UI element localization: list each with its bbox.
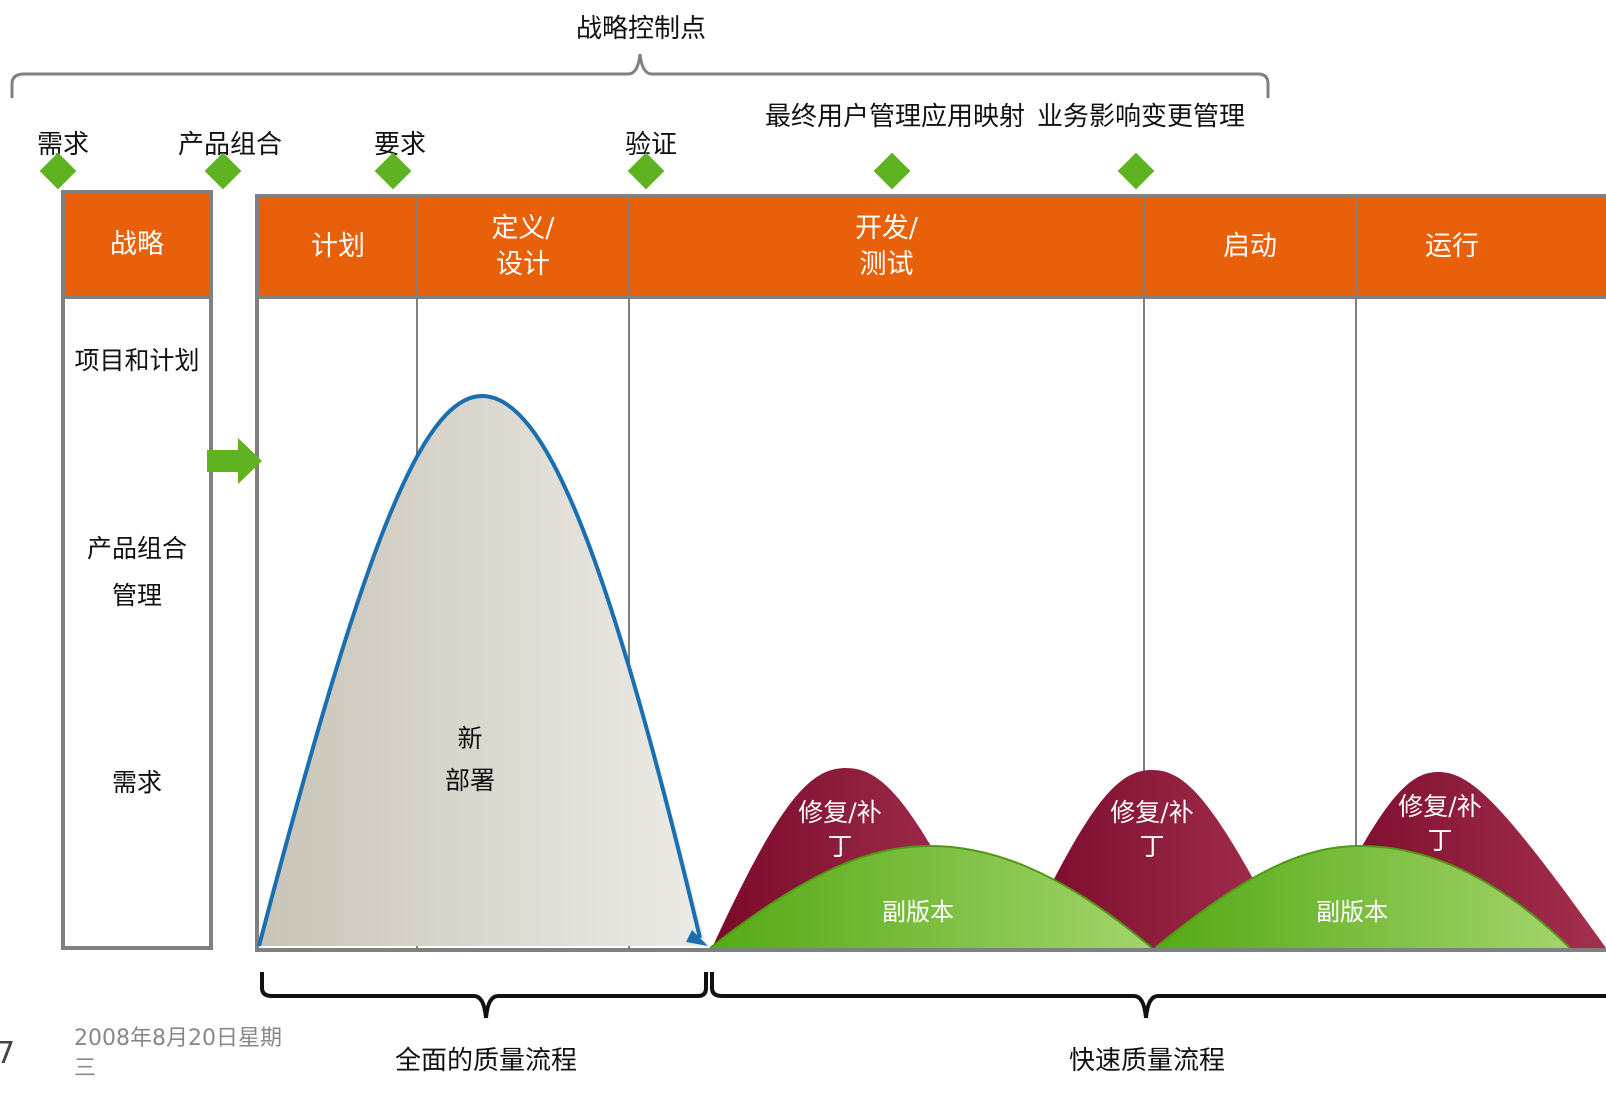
footer-page-number: 7 [0,1036,16,1071]
phase-header-define: 定义/设计 [417,198,629,296]
patch-label-line2: 丁 [1139,832,1165,861]
patch-label-line1: 修复/补 [1398,792,1482,821]
full-process-brace [260,972,708,1019]
milestone-label-verification: 验证 [624,130,678,160]
milestone-label-requirements: 需求 [36,130,90,160]
milestone-label-requirement: 要求 [373,130,427,160]
strategy-item-portfolio: 产品组合 [86,534,187,563]
new-deployment-line2: 部署 [444,766,496,795]
footer-date-line2: 三 [74,1056,97,1081]
phase-label: 开发/ [854,213,919,244]
phase-label-line2: 设计 [495,249,550,280]
minor-version-shape-2 [1155,846,1570,948]
new-deployment-label: 新 部署 [445,718,495,802]
strategy-header: 战略 [65,194,209,296]
phase-header-run: 运行 [1356,198,1548,296]
patch-label-2: 修复/补 丁 [1110,796,1193,864]
phase-header-develop: 开发/测试 [629,198,1144,296]
new-deployment-shape [259,396,706,946]
phase-label: 计划 [311,231,365,262]
patch-label-line2: 丁 [827,832,853,861]
phase-label: 定义/ [491,213,555,244]
phase-header-bg [259,198,1606,296]
patch-label-line1: 修复/补 [1110,798,1194,827]
minor-version-label-1: 副版本 [882,898,954,926]
patch-label-line1: 修复/补 [798,798,882,827]
flow-arrow [207,438,262,484]
fast-quality-process-label: 快速质量流程 [1068,1046,1226,1076]
minor-version-shape-1 [710,846,1152,948]
phase-label: 启动 [1223,231,1277,262]
phase-label: 运行 [1425,231,1479,262]
patch-label-3: 修复/补 丁 [1398,790,1481,858]
minor-version-label-2: 副版本 [1316,898,1388,926]
patch-label-line2: 丁 [1427,826,1453,855]
strategic-control-points-title: 战略控制点 [575,14,707,44]
full-quality-process-label: 全面的质量流程 [394,1046,578,1076]
footer-date: 2008年8月20日星期 三 [74,1024,282,1084]
strategy-header-bg [65,194,209,296]
strategy-box [61,190,213,950]
milestone-label-business-impact: 业务影响变更管理 [1037,102,1246,132]
patch-label-1: 修复/补 丁 [798,796,881,864]
footer-date-line1: 2008年8月20日星期 [74,1026,282,1051]
new-deployment-line1: 新 [457,724,483,753]
strategic-brace [10,53,1270,98]
fast-process-brace [710,972,1606,1019]
strategy-item-requirements: 需求 [111,768,162,797]
phase-header-plan: 计划 [259,198,417,296]
milestone-label-end-user: 最终用户管理应用映射 [765,102,1026,132]
phase-header-launch: 启动 [1144,198,1356,296]
strategy-item-management: 管理 [111,581,162,610]
milestone-label-portfolio: 产品组合 [177,130,283,160]
strategy-header-label: 战略 [110,229,164,260]
strategy-item-projects: 项目和计划 [74,346,200,375]
phase-label-line2: 测试 [859,249,914,280]
